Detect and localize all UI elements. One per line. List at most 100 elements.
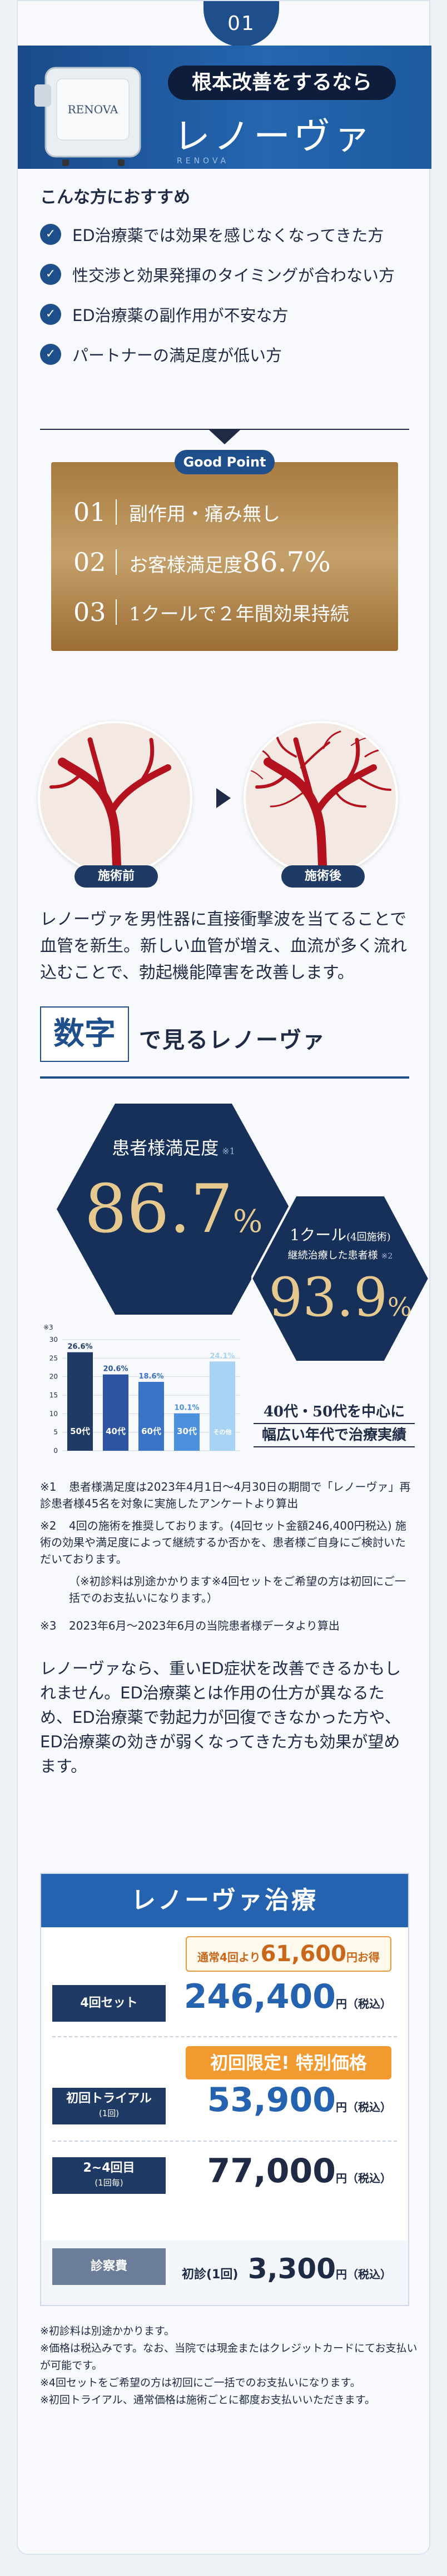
tail-notes: ※初診料は別途かかります。 ※価格は税込みです。なお、当院では現金またはクレジッ… xyxy=(40,2323,418,2409)
bar-value-label: 20.6% xyxy=(103,1365,128,1374)
stat2-note: ※2 xyxy=(381,1252,393,1261)
content-card: 01 RENOVA 根本改善をするなら レノーヴァ RENOVA こんな方におす… xyxy=(17,0,431,2555)
special-price-tag: 初回限定! 特別価格 xyxy=(186,2046,391,2079)
stat2-unit: % xyxy=(388,1292,412,1322)
price-trial: 53,900円（税込） xyxy=(207,2081,391,2119)
footnote-text: 患者様満足度は2023年4月1日〜4月30日の期間で「レノーヴァ」再診患者様45… xyxy=(40,1480,411,1510)
y-tick-label: 0 xyxy=(53,1447,58,1455)
good-point-number: 01 xyxy=(73,497,106,527)
footnote-text: （※初診料は別途かかります※4回セットをご希望の方は初回にご一括でのお支払いにな… xyxy=(69,1575,406,1605)
recommend-list: ✓ ED治療薬では効果を感じなくなってきた方 ✓ 性交渉と効果発揮のタイミングが合わ… xyxy=(40,214,418,374)
section-number-tab: 01 xyxy=(203,1,279,47)
divider xyxy=(52,2141,397,2142)
tail-note: ※価格は税込みです。なお、当院では現金またはクレジットカードにてお支払いが可能で… xyxy=(40,2342,418,2372)
price-label-text: 初回トライアル xyxy=(66,2092,152,2106)
bar-value-label: 24.1% xyxy=(210,1352,235,1360)
consult-first-label: 初診(1回) xyxy=(182,2268,239,2282)
discount-tag: 通常4回より61,600円お得 xyxy=(186,1936,391,1972)
bar-category-label: その他 xyxy=(213,1428,232,1436)
good-point-text: お客様満足度 xyxy=(129,554,242,577)
after-label: 施術後 xyxy=(281,865,365,888)
y-tick-label: 25 xyxy=(49,1354,58,1362)
price-label-consult: 診察費 xyxy=(52,2248,166,2285)
check-icon: ✓ xyxy=(40,264,61,285)
discount-suffix: 円お得 xyxy=(346,1951,380,1964)
price-value: 53,900 xyxy=(207,2081,336,2119)
good-point-highlight: 86.7% xyxy=(242,546,331,578)
numbers-heading-rest: で見るレノーヴァ xyxy=(139,1028,326,1053)
age-note: 40代・50代を中心に 幅広い年代で治療実績 xyxy=(254,1401,415,1447)
tax-label: 円（税込） xyxy=(336,1997,391,2011)
recommend-item: ✓ ED治療薬の副作用が不安な方 xyxy=(40,294,418,334)
recommend-item-text: 性交渉と効果発揮のタイミングが合わない方 xyxy=(72,266,395,285)
footnote-mark: ※2 xyxy=(40,1519,57,1532)
description2-text: レノーヴァなら、重いED症状を改善できるかもしれません。ED治療薬とは作用の仕方… xyxy=(40,1659,401,1776)
price-label-text: 診察費 xyxy=(90,2259,127,2273)
bar xyxy=(102,1374,129,1451)
bar xyxy=(67,1352,93,1451)
vessel-before-illustration xyxy=(49,737,171,873)
discount-amount: 61,600 xyxy=(260,1941,346,1967)
before-label: 施術前 xyxy=(74,865,158,888)
price-label-set: 4回セット xyxy=(52,1985,166,2022)
recommend-item: ✓ 性交渉と効果発揮のタイミングが合わない方 xyxy=(40,254,418,294)
stat1-unit: % xyxy=(232,1204,263,1240)
y-tick-label: 30 xyxy=(49,1336,58,1344)
y-tick-label: 5 xyxy=(53,1429,58,1436)
bar-category-label: 60代 xyxy=(141,1426,161,1436)
stat1-note: ※1 xyxy=(222,1146,235,1156)
hero-pill: 根本改善をするなら xyxy=(168,66,396,100)
footnote-mark: ※3 xyxy=(40,1619,57,1632)
age-bar-chart: ※3 0 5 10 15 20 25 30 26.6% 50代 20.6% 40代 18.6% 60代 10… xyxy=(43,1324,240,1455)
section-number: 01 xyxy=(227,12,255,35)
price-repeat: 77,000円（税込） xyxy=(207,2152,391,2191)
vessel-after-illustration xyxy=(248,730,391,873)
price-label-sub: (1回毎) xyxy=(95,2178,123,2188)
footnote: ※3 2023年6月〜2023年6月の当院患者様データより算出 xyxy=(40,1617,413,1634)
price-set: 246,400円（税込） xyxy=(184,1977,391,2016)
divider xyxy=(52,2036,397,2037)
hero-subtitle: RENOVA xyxy=(177,157,230,166)
price-label-repeat: 2~4回目 (1回毎) xyxy=(52,2157,166,2194)
stat2-value: 93.9 xyxy=(269,1266,388,1329)
good-point-item: 02 お客様満足度86.7% xyxy=(73,540,385,584)
price-value: 246,400 xyxy=(183,1977,336,2016)
price-value: 77,000 xyxy=(207,2152,336,2191)
price-label-text: 4回セット xyxy=(80,1996,138,2010)
after-image xyxy=(244,721,398,875)
price-table: レノーヴァ治療 通常4回より61,600円お得 4回セット 246,400円（税… xyxy=(40,1873,409,2306)
recommend-item: ✓ パートナーの満足度が低い方 xyxy=(40,334,418,374)
recommend-item-text: ED治療薬の副作用が不安な方 xyxy=(72,306,289,325)
tax-label: 円（税込） xyxy=(336,2101,391,2114)
check-icon: ✓ xyxy=(40,304,61,325)
price-label-trial: 初回トライアル (1回) xyxy=(52,2088,166,2124)
numbers-heading: 数字 で見るレノーヴァ xyxy=(40,1006,409,1079)
bar-category-label: 40代 xyxy=(106,1426,126,1436)
y-tick-label: 15 xyxy=(49,1391,58,1399)
description-text: レノーヴァを男性器に直接衝撃波を当てることで血管を新生。新しい血管が増え、血流が… xyxy=(40,910,407,983)
discount-prefix: 通常4回より xyxy=(197,1951,261,1964)
recommend-title: こんな方におすすめ xyxy=(40,188,190,207)
recommend-item: ✓ ED治療薬では効果を感じなくなってきた方 xyxy=(40,214,418,254)
tail-note: ※4回セットをご希望の方は初回にご一括でのお支払いになります。 xyxy=(40,2377,361,2389)
bar-value-label: 26.6% xyxy=(67,1343,92,1351)
good-point-item: 01 副作用・痛み無し xyxy=(73,490,385,534)
recommend-item-text: ED治療薬では効果を感じなくなってきた方 xyxy=(72,226,384,245)
recommend-item-text: パートナーの満足度が低い方 xyxy=(72,346,282,365)
stat2-line1-small: (4回施術) xyxy=(346,1231,391,1243)
bar xyxy=(209,1361,236,1451)
tail-note: ※初回トライアル、通常価格は施術ごとに都度お支払いいただきます。 xyxy=(40,2394,375,2406)
footnote: ※1 患者様満足度は2023年4月1日〜4月30日の期間で「レノーヴァ」再診患者様… xyxy=(40,1479,413,1512)
stat1-value: 86.7 xyxy=(84,1171,233,1248)
good-point-badge: Good Point xyxy=(175,450,275,474)
price-label-sub: (1回) xyxy=(98,2108,120,2118)
tax-label: 円（税込） xyxy=(336,2268,391,2281)
footnote-text: 2023年6月〜2023年6月の当院患者様データより算出 xyxy=(69,1619,340,1632)
bar xyxy=(173,1413,200,1451)
divider xyxy=(40,429,409,430)
price-label-text: 2~4回目 xyxy=(83,2161,135,2175)
stat1-text: 患者様満足度 ※1 86.7% xyxy=(57,1134,290,1248)
stat2-text: 1クール(4回施術) 継続治療した患者様 ※2 93.9% xyxy=(251,1223,429,1329)
price-value: 3,300 xyxy=(247,2253,336,2285)
